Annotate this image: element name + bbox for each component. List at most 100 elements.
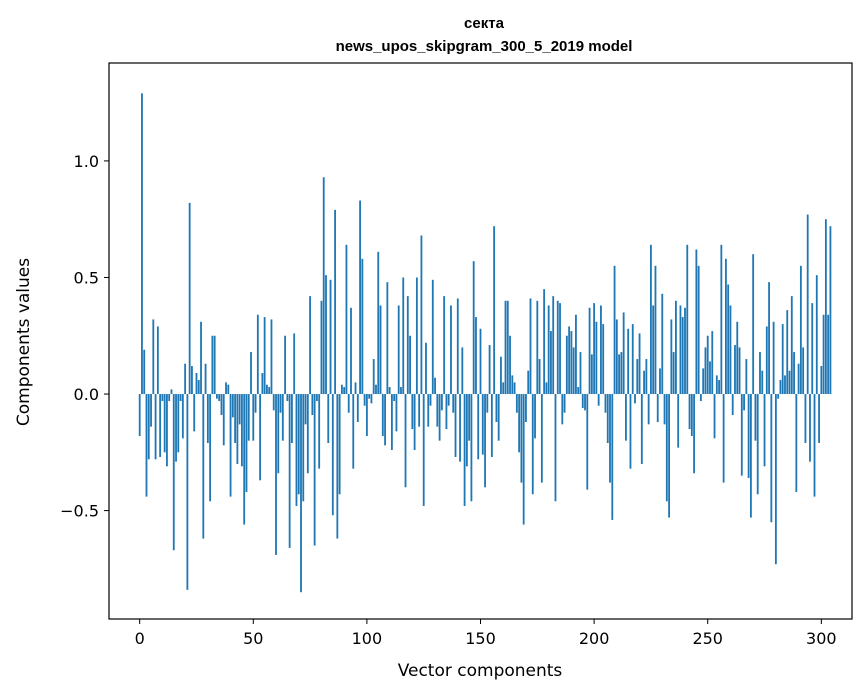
bar-8 bbox=[156, 326, 159, 395]
bar-103 bbox=[372, 359, 375, 395]
bar-27 bbox=[200, 321, 202, 395]
bar-11 bbox=[163, 394, 166, 453]
bar-267 bbox=[745, 359, 748, 395]
plot-area-frame bbox=[108, 62, 853, 620]
bar-182 bbox=[552, 296, 555, 395]
bar-292 bbox=[802, 347, 805, 395]
bar-137 bbox=[450, 305, 452, 395]
bar-159 bbox=[500, 356, 502, 395]
bar-250 bbox=[706, 335, 709, 395]
bar-205 bbox=[604, 394, 607, 413]
bar-17 bbox=[177, 394, 180, 453]
bar-43 bbox=[236, 394, 239, 464]
bar-13 bbox=[168, 394, 171, 402]
bar-46 bbox=[243, 394, 246, 525]
bar-0 bbox=[138, 394, 141, 436]
x-axis-ticks: 0 50 100 150 200 250 300 bbox=[135, 619, 837, 648]
bar-289 bbox=[795, 394, 798, 492]
x-tick-label-250: 250 bbox=[692, 629, 723, 648]
bar-202 bbox=[597, 394, 600, 406]
bar-288 bbox=[793, 352, 795, 395]
bar-171 bbox=[527, 370, 530, 395]
bar-34 bbox=[216, 394, 218, 399]
bar-200 bbox=[593, 303, 596, 395]
bar-66 bbox=[288, 394, 291, 548]
bar-50 bbox=[252, 394, 255, 441]
bar-88 bbox=[338, 394, 341, 495]
bar-48 bbox=[247, 394, 250, 441]
bar-58 bbox=[270, 319, 273, 395]
bar-214 bbox=[625, 394, 627, 441]
bar-169 bbox=[522, 394, 525, 525]
bar-113 bbox=[395, 394, 398, 432]
bar-237 bbox=[677, 394, 680, 448]
bar-120 bbox=[411, 394, 414, 430]
bars-group bbox=[138, 93, 832, 593]
bar-302 bbox=[824, 219, 827, 395]
bar-150 bbox=[479, 328, 482, 395]
bar-175 bbox=[536, 300, 539, 395]
bar-64 bbox=[284, 335, 286, 395]
bar-229 bbox=[659, 368, 661, 395]
bar-79 bbox=[318, 394, 321, 469]
bar-56 bbox=[266, 384, 268, 395]
bar-2 bbox=[143, 349, 146, 395]
bar-70 bbox=[297, 394, 300, 495]
bar-30 bbox=[206, 394, 209, 443]
bar-162 bbox=[506, 300, 509, 395]
bar-228 bbox=[656, 394, 659, 423]
bar-287 bbox=[790, 296, 793, 395]
y-axis-label: Components values bbox=[14, 258, 34, 426]
bar-104 bbox=[375, 384, 377, 395]
bar-140 bbox=[456, 298, 459, 395]
bar-91 bbox=[345, 244, 348, 395]
bar-261 bbox=[731, 394, 734, 416]
bar-94 bbox=[352, 394, 355, 469]
bar-28 bbox=[202, 394, 205, 539]
bar-35 bbox=[218, 394, 221, 402]
bar-141 bbox=[459, 394, 461, 462]
bar-271 bbox=[754, 394, 757, 441]
bar-142 bbox=[461, 347, 464, 395]
bar-139 bbox=[454, 394, 457, 457]
bar-194 bbox=[579, 352, 582, 395]
bar-298 bbox=[815, 275, 818, 395]
bar-188 bbox=[565, 335, 568, 395]
bar-242 bbox=[688, 394, 691, 430]
bar-225 bbox=[650, 244, 652, 395]
bar-193 bbox=[577, 387, 580, 395]
bar-31 bbox=[209, 394, 212, 502]
bar-12 bbox=[166, 394, 168, 467]
bar-128 bbox=[429, 394, 432, 406]
bar-174 bbox=[534, 394, 536, 439]
bar-216 bbox=[629, 394, 632, 469]
bar-61 bbox=[277, 394, 280, 474]
bar-118 bbox=[406, 296, 409, 395]
bar-235 bbox=[672, 352, 675, 395]
x-tick-label-0: 0 bbox=[135, 629, 145, 648]
bar-109 bbox=[386, 282, 389, 395]
bar-272 bbox=[756, 394, 759, 495]
bar-164 bbox=[511, 375, 514, 395]
bar-71 bbox=[300, 394, 302, 593]
bar-293 bbox=[804, 394, 807, 443]
bar-215 bbox=[627, 328, 630, 395]
bar-32 bbox=[211, 335, 214, 395]
bar-210 bbox=[615, 319, 618, 395]
bar-187 bbox=[563, 394, 566, 413]
bar-279 bbox=[772, 321, 775, 395]
bar-151 bbox=[481, 394, 484, 455]
bar-129 bbox=[431, 279, 434, 395]
bar-209 bbox=[613, 265, 616, 395]
bar-33 bbox=[213, 335, 216, 395]
bar-254 bbox=[715, 375, 718, 395]
bar-161 bbox=[504, 300, 507, 395]
bar-252 bbox=[711, 331, 714, 395]
bar-14 bbox=[170, 389, 173, 395]
bar-39 bbox=[227, 384, 230, 395]
bar-232 bbox=[665, 394, 668, 502]
bar-4 bbox=[147, 394, 150, 460]
bar-268 bbox=[747, 394, 750, 478]
bar-138 bbox=[452, 394, 455, 413]
